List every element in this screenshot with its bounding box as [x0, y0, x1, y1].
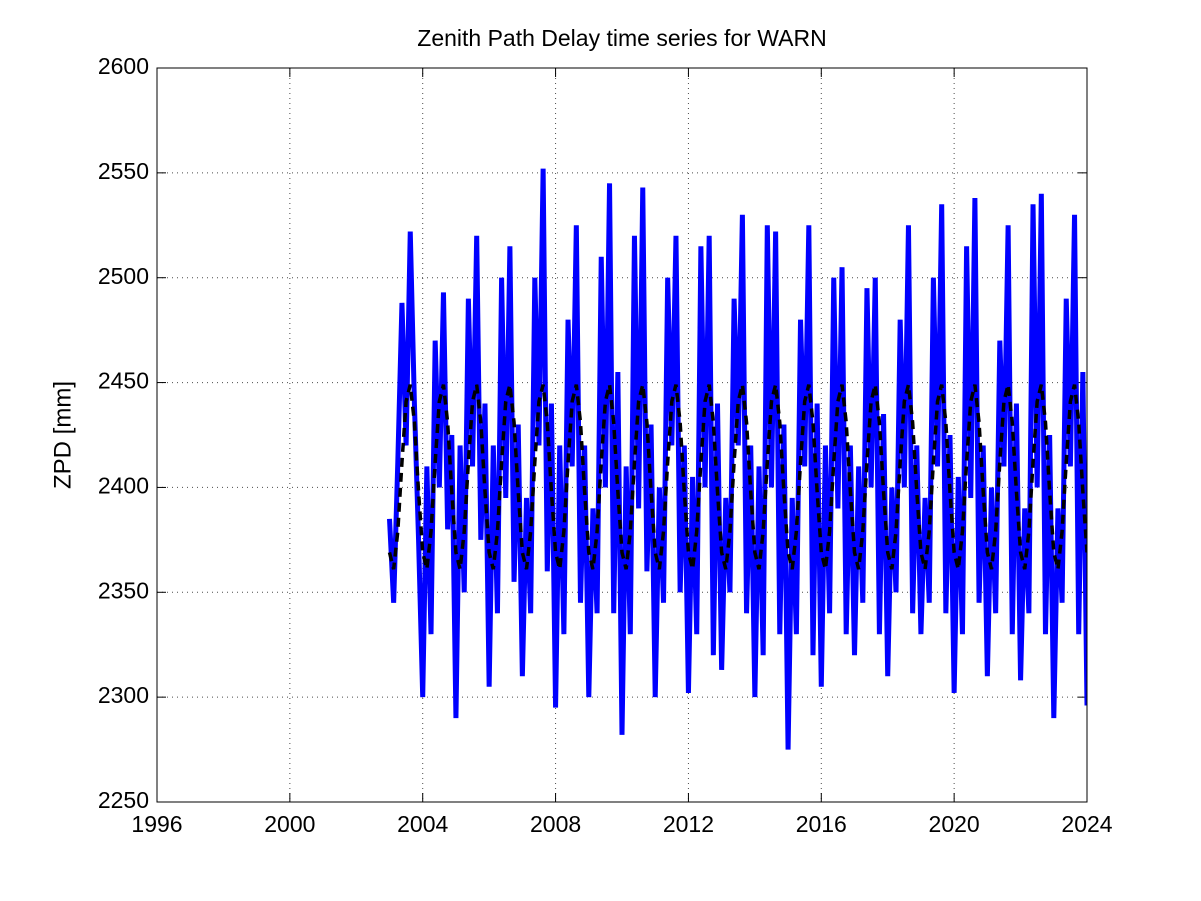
data-line — [387, 168, 1087, 750]
y-tick-label: 2550 — [98, 158, 149, 184]
x-tick-label: 2024 — [1061, 811, 1112, 837]
x-tick-label: 2004 — [397, 811, 448, 837]
fit-line — [387, 384, 1087, 570]
plot-frame — [156, 67, 1088, 803]
chart-title: Zenith Path Delay time series for WARN — [417, 25, 826, 51]
y-tick-label: 2500 — [98, 263, 149, 289]
x-tick-label: 2016 — [796, 811, 847, 837]
y-tick-label: 2350 — [98, 577, 149, 603]
x-tick-label: 1996 — [131, 811, 182, 837]
x-tick-label: 2020 — [929, 811, 980, 837]
y-tick-label: 2600 — [98, 53, 149, 79]
x-tick-label: 2008 — [530, 811, 581, 837]
y-tick-label: 2300 — [98, 682, 149, 708]
y-tick-label: 2250 — [98, 787, 149, 813]
y-tick-label: 2450 — [98, 368, 149, 394]
y-tick-label: 2400 — [98, 473, 149, 499]
x-tick-label: 2000 — [264, 811, 315, 837]
y-axis-label: ZPD [mm] — [49, 381, 76, 489]
x-tick-label: 2012 — [663, 811, 714, 837]
